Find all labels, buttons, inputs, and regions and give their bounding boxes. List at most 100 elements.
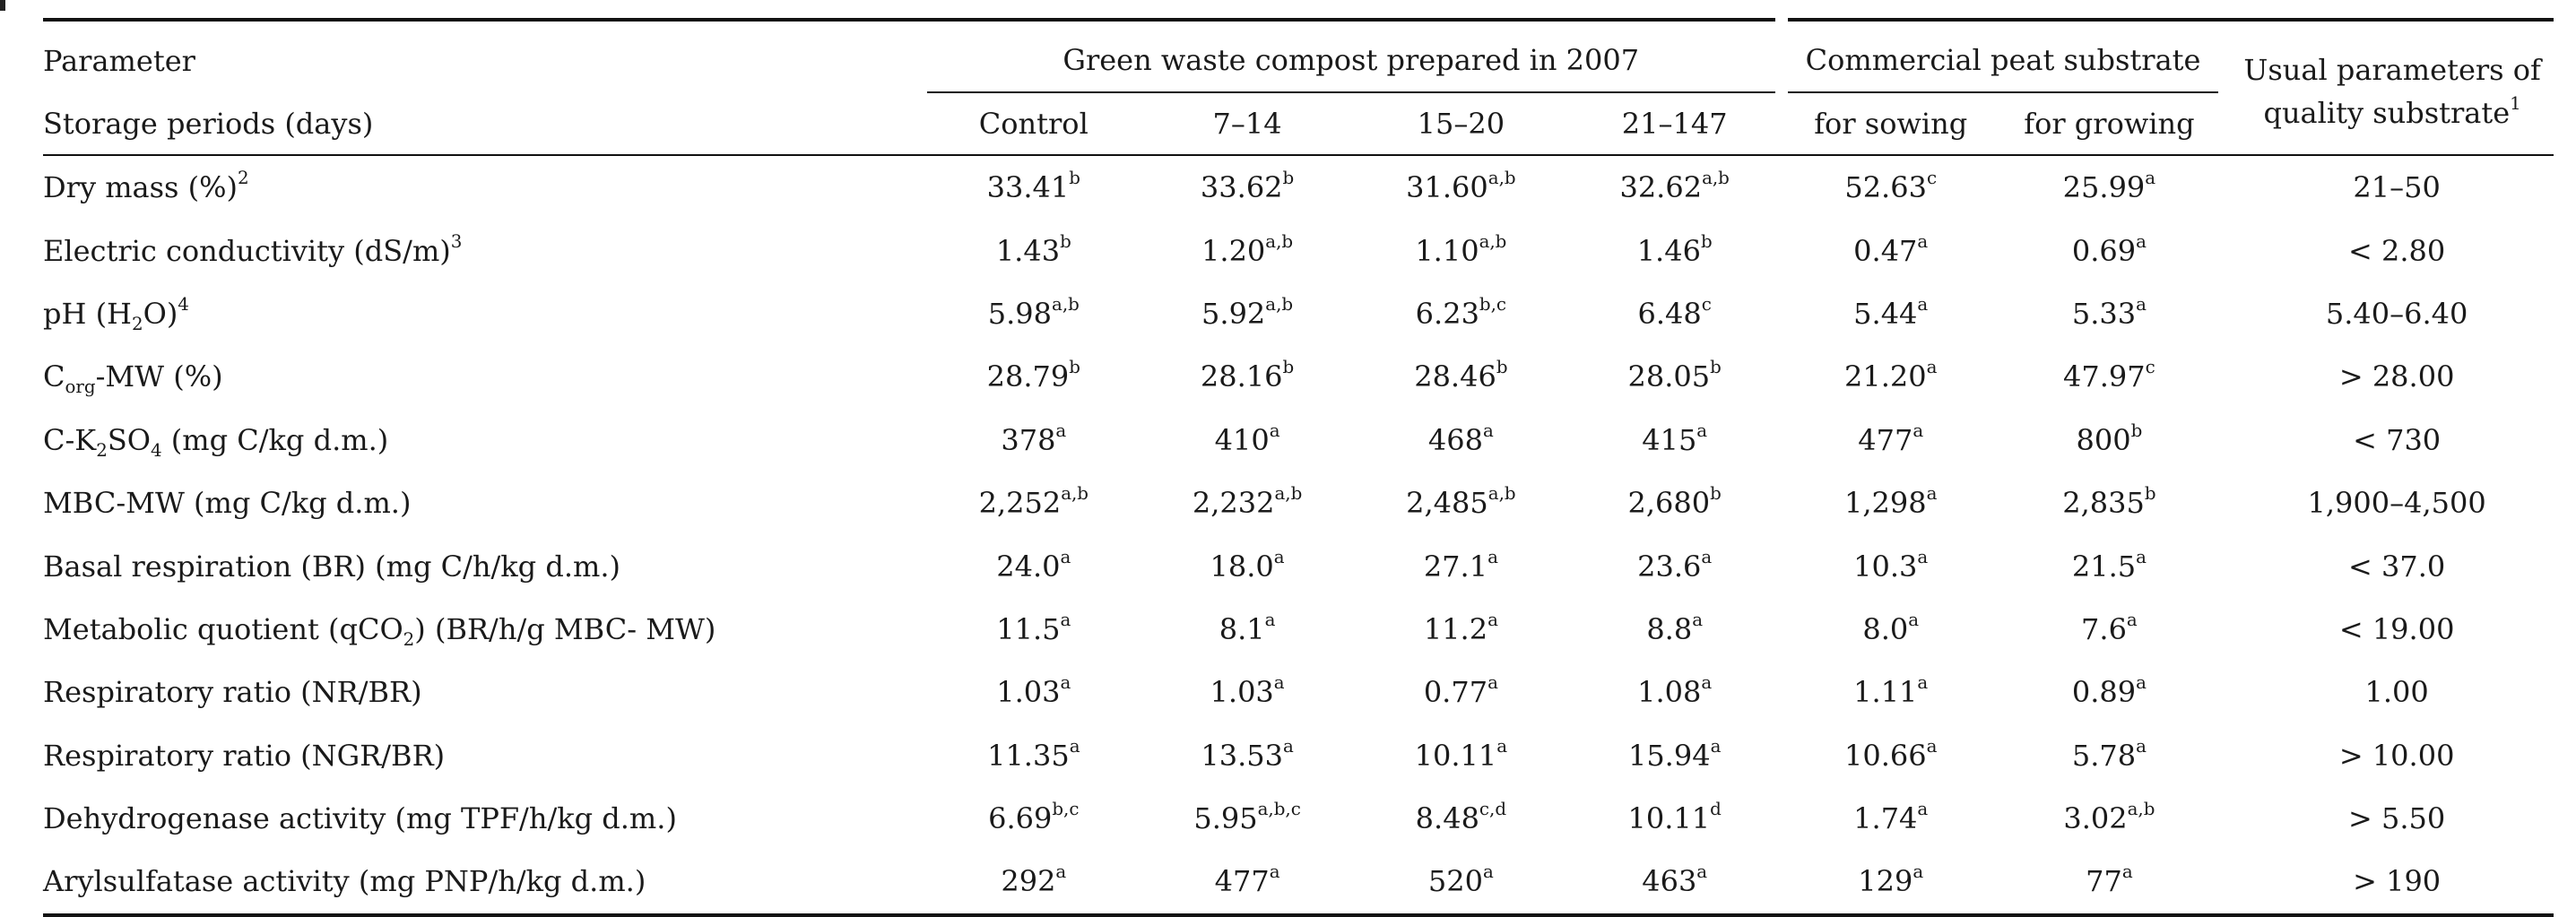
data-cell: 11.35a (927, 724, 1141, 787)
data-cell: 5.44a (1782, 282, 2000, 345)
usual-value-cell: 21–50 (2353, 170, 2441, 205)
cell-significance: a (1487, 610, 1498, 631)
cell-significance: a (1701, 672, 1713, 694)
cell-significance: a (1060, 610, 1071, 631)
table-row: Electric conductivity (dS/m)3 1.43b 1.20a,… (43, 219, 2554, 281)
data-cell: 8.8a (1568, 598, 1782, 661)
cell-significance: a,b (1702, 168, 1730, 189)
data-cell: 8.48c,d (1354, 787, 1567, 850)
cell-significance: b (1282, 357, 1295, 378)
cell-value: 11.5 (996, 611, 1061, 646)
data-cell: 77a (1999, 850, 2219, 917)
data-cell: 2,485a,b (1354, 471, 1567, 534)
data-cell: 463a (1567, 850, 1782, 917)
data-cell: 6.23b,c (1354, 282, 1567, 345)
row-parameter: pH (H2O)4 (43, 282, 927, 345)
table-header: Parameter Green waste compost prepared i… (43, 18, 2554, 156)
table-row: Dry mass (%)2 33.41b 33.62b 31.60a,b 32.62a,… (43, 155, 2554, 219)
cell-significance: a,b (1479, 230, 1507, 252)
data-cell: 10.3a (1782, 534, 2000, 597)
data-cell: 129a (1781, 850, 2000, 917)
cell-value: 5.33 (2071, 296, 2137, 331)
data-cell: 11.5a (927, 598, 1141, 661)
cell-value: 1.43 (995, 233, 1061, 268)
cell-value: 410 (1214, 422, 1270, 457)
data-cell: 0.89a (2000, 661, 2219, 723)
data-cell: 33.62b (1141, 155, 1354, 219)
cell-value: 8.8 (1646, 611, 1693, 646)
parameter-footnote: 4 (178, 294, 189, 316)
cell-value: 47.97 (2063, 359, 2146, 394)
cell-significance: b (1060, 230, 1071, 252)
cell-significance: a (1264, 610, 1276, 631)
cell-value: 129 (1858, 864, 1913, 899)
data-cell: 32.62a,b (1568, 155, 1782, 219)
cell-significance: a (1908, 610, 1920, 631)
cell-significance: a (1273, 672, 1285, 694)
table-row: Corg-MW (%) 28.79b 28.16b 28.46b 28.05b 21.20… (43, 345, 2554, 408)
usual-value-cell: < 2.80 (2348, 233, 2446, 268)
cell-value: 5.78 (2071, 738, 2137, 773)
row-parameter: Respiratory ratio (NR/BR) (43, 661, 927, 723)
table-row: Basal respiration (BR) (mg C/h/kg d.m.) 2… (43, 534, 2554, 597)
cell-significance: a (1710, 735, 1722, 757)
cell-significance: b (1710, 483, 1722, 505)
row-parameter: Respiratory ratio (NGR/BR) (43, 724, 927, 787)
data-cell: 410a (1141, 409, 1354, 471)
data-cell: 477a (1782, 409, 2000, 471)
cell-significance: a (1060, 672, 1071, 694)
cell-significance: a (1917, 799, 1929, 820)
cell-significance: a (1060, 546, 1071, 567)
usual-value-cell: < 19.00 (2338, 611, 2455, 646)
data-cell: 1.03a (1141, 661, 1354, 723)
data-cell: 33.41b (927, 155, 1141, 219)
table-row: Respiratory ratio (NR/BR) 1.03a 1.03a 0.77a… (43, 661, 2554, 723)
data-cell: 28.79b (927, 345, 1141, 408)
cell-value: 2,835 (2062, 486, 2145, 521)
cell-significance: a (1917, 546, 1929, 567)
header-storage-periods: Storage periods (days) (43, 92, 927, 156)
usual-value-cell: > 10.00 (2338, 738, 2455, 773)
cell-significance: a (1912, 861, 1924, 883)
data-cell: 27.1a (1354, 534, 1567, 597)
data-cell: 0.69a (2000, 219, 2219, 281)
cell-significance: a (2136, 294, 2147, 316)
data-cell: 21.20a (1782, 345, 2000, 408)
header-col-15-20: 15–20 (1354, 92, 1568, 156)
usual-value-cell: > 5.50 (2348, 801, 2446, 836)
cell-value: 31.60 (1406, 170, 1488, 205)
cell-value: 463 (1642, 864, 1697, 899)
cell-significance: a (1926, 735, 1938, 757)
parameter-text: Metabolic quotient (qCO (43, 611, 403, 646)
cell-significance: a (1701, 546, 1713, 567)
cell-significance: b (2130, 420, 2143, 441)
cell-significance: b (1710, 357, 1722, 378)
usual-value-cell: < 730 (2353, 422, 2442, 457)
cell-value: 0.77 (1423, 675, 1488, 710)
data-cell: 25.99a (2000, 155, 2219, 219)
data-cell: 52.63c (1782, 155, 2000, 219)
cell-value: 25.99 (2062, 170, 2146, 205)
page-edge-mark (0, 0, 5, 11)
cell-significance: b (2144, 483, 2156, 505)
data-cell: 8.0a (1782, 598, 2000, 661)
cell-value: 32.62 (1619, 170, 1703, 205)
data-cell: 21.5a (2000, 534, 2219, 597)
cell-value: 52.63 (1844, 170, 1927, 205)
parameter-subscript: org (65, 376, 96, 398)
data-cell: 800b (2000, 409, 2219, 471)
data-cell: 1.10a,b (1354, 219, 1567, 281)
cell-value: 28.79 (986, 359, 1070, 394)
usual-value-cell: 5.40–6.40 (2325, 296, 2468, 331)
cell-significance: d (1710, 799, 1722, 820)
cell-value: 18.0 (1210, 549, 1274, 584)
data-cell: 292a (926, 850, 1141, 917)
cell-significance: a (1692, 610, 1704, 631)
cell-value: 8.1 (1219, 611, 1265, 646)
data-cell: 28.05b (1568, 345, 1782, 408)
cell-significance: a (1487, 546, 1498, 567)
header-col-7-14: 7–14 (1140, 92, 1355, 156)
data-cell: 477a (1140, 850, 1355, 917)
row-parameter: C-K2SO4 (mg C/kg d.m.) (43, 409, 927, 471)
cell-value: 10.3 (1853, 549, 1918, 584)
